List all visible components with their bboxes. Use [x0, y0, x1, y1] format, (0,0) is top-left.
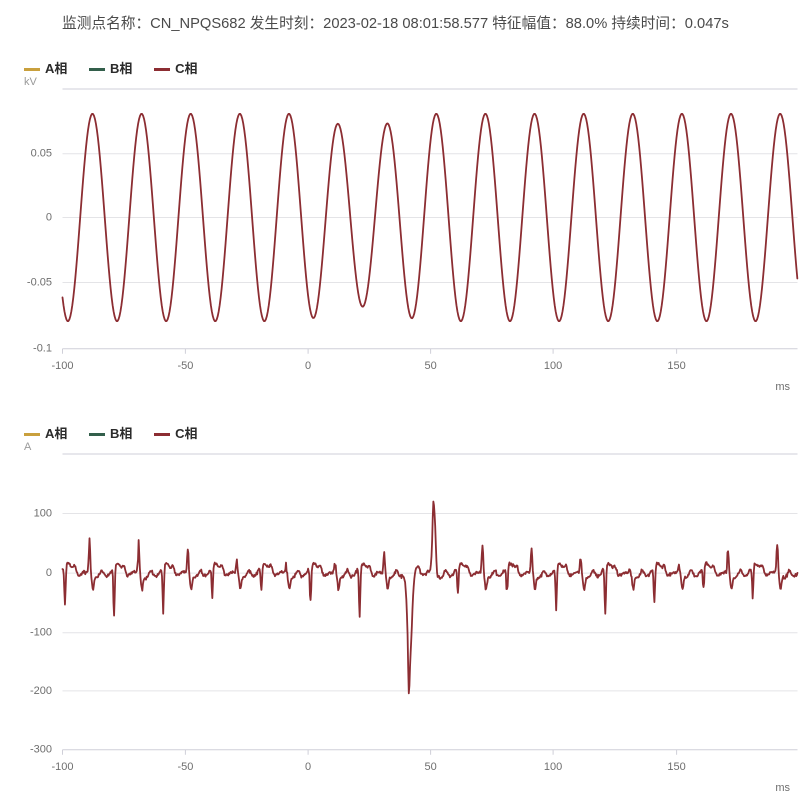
svg-text:-200: -200: [30, 685, 52, 697]
svg-text:0: 0: [46, 567, 52, 579]
svg-text:50: 50: [424, 761, 436, 773]
svg-text:0: 0: [305, 761, 311, 773]
svg-text:-100: -100: [30, 627, 52, 639]
svg-text:100: 100: [544, 761, 562, 773]
svg-text:-300: -300: [30, 744, 52, 756]
svg-text:-100: -100: [51, 761, 73, 773]
svg-text:150: 150: [667, 761, 685, 773]
svg-text:100: 100: [34, 507, 52, 519]
svg-text:-50: -50: [177, 761, 193, 773]
svg-text:ms: ms: [775, 782, 790, 794]
